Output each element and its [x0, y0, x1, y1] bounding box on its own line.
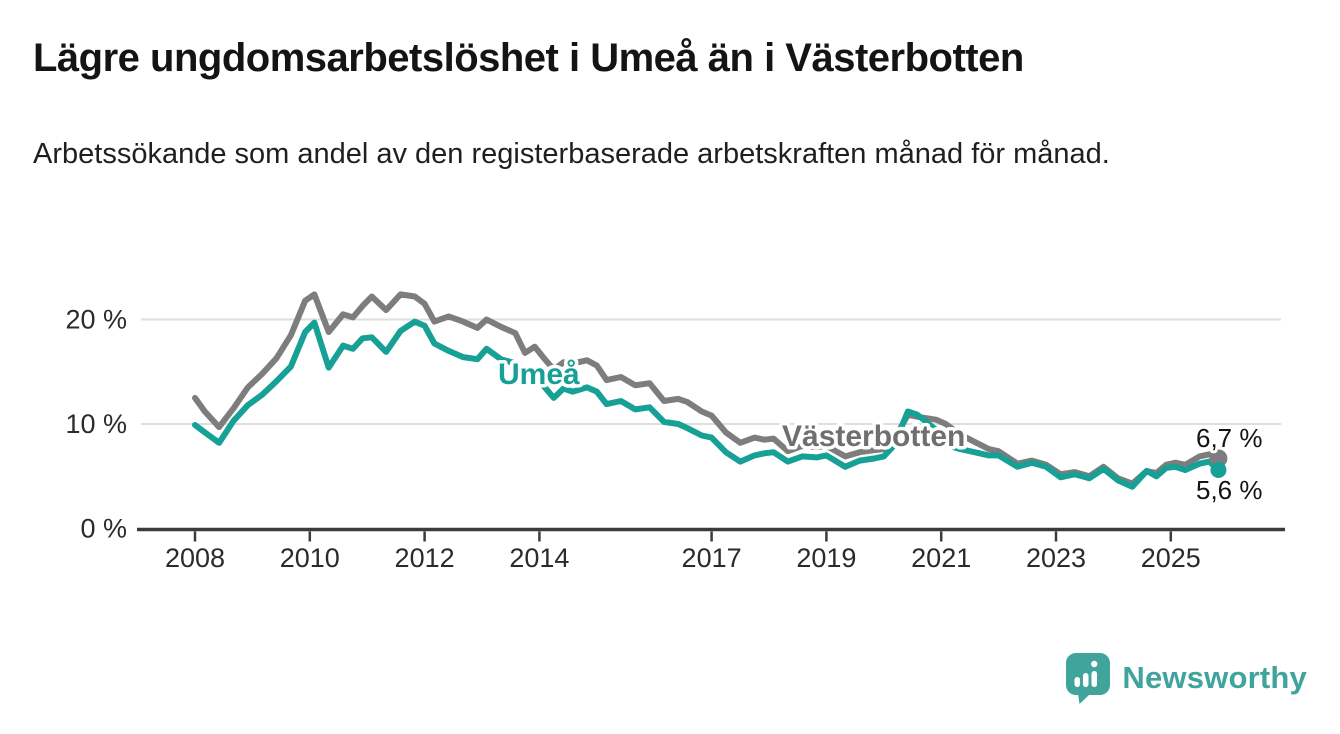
series-end-dot-ume: [1210, 461, 1227, 478]
x-axis-tick-label: 2014: [509, 543, 569, 573]
speech-bubble-bar-chart-icon: [1066, 653, 1111, 704]
series-label-umea: Umeå: [498, 358, 580, 391]
end-value-label-umea: 5,6 %: [1196, 475, 1263, 505]
x-axis-tick-label: 2008: [165, 543, 225, 573]
x-axis-tick-label: 2010: [280, 543, 340, 573]
y-axis-tick-label: 0 %: [80, 514, 127, 544]
x-axis-tick-label: 2023: [1026, 543, 1086, 573]
chart-subtitle: Arbetssökande som andel av den registerb…: [33, 138, 1110, 170]
x-axis-tick-label: 2025: [1141, 543, 1201, 573]
y-axis-tick-label: 10 %: [65, 409, 127, 439]
series-line-vsterbotten: [192, 291, 1222, 487]
newsworthy-logo[interactable]: Newsworthy: [1065, 652, 1307, 704]
end-value-label-vasterbotten: 6,7 %: [1196, 423, 1263, 453]
x-axis-tick-label: 2019: [796, 543, 856, 573]
chart-generated-layer: 0 % 10 % 20 % 2008 2010 2012 2014 2017 2019 2021 2…: [65, 291, 1285, 573]
series-end-dot-vsterbotten: [1209, 449, 1228, 468]
series-label-vasterbotten: Västerbotten: [782, 420, 965, 453]
page-title: Lägre ungdomsarbetslöshet i Umeå än i Vä…: [33, 36, 1024, 80]
x-axis-tick-label: 2021: [911, 543, 971, 573]
brand-name: Newsworthy: [1122, 660, 1307, 695]
series-line-ume: [192, 318, 1222, 490]
y-axis-tick-label: 20 %: [65, 305, 127, 335]
x-axis-tick-label: 2017: [682, 543, 742, 573]
x-axis-tick-label: 2012: [395, 543, 455, 573]
